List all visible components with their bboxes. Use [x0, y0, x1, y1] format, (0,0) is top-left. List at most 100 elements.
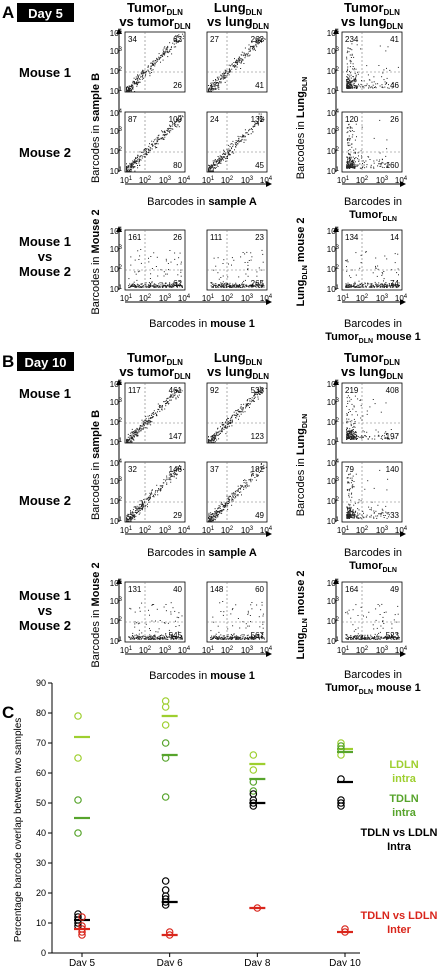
count-bottom-right: 197 — [386, 432, 400, 441]
axis-tick-label: 101 — [202, 176, 215, 185]
axis-tick-label: 103 — [241, 294, 254, 303]
axis-tick-label: 102 — [327, 67, 340, 76]
count-top-left: 92 — [210, 386, 219, 395]
axis-tick-label: 104 — [395, 294, 408, 303]
axis-tick-label: 102 — [139, 526, 152, 535]
c-y-tick-label: 10 — [36, 918, 46, 928]
panel-a-day-badge — [17, 3, 74, 22]
c-y-tick-label: 60 — [36, 768, 46, 778]
svg-text:TumorDLN: TumorDLN — [127, 350, 183, 367]
axis-tick-label: 101 — [327, 637, 340, 646]
panel-b-xlabel-tumor-line1: Barcodes in — [344, 547, 402, 559]
panel-c-chart: 0 10 20 30 40 50 60 70 80 90 Day 5 Day 6 Day 8 Day 10 — [36, 678, 361, 966]
y-axis-arrow — [116, 379, 122, 385]
scatter-plot-r1-c2: 92 538 123 — [206, 382, 268, 444]
axis-tick-label: 102 — [221, 294, 234, 303]
count-top-right: 146 — [169, 465, 183, 474]
panel-a-row-label-3: Mouse 1 vs Mouse 2 — [19, 234, 71, 279]
svg-text:Mouse 1: Mouse 1 — [19, 234, 71, 249]
panel-a-xlabel-tumor-line1: Barcodes in — [344, 196, 402, 208]
panel-b-day: Day 10 — [25, 355, 67, 370]
count-bottom-right: 80 — [173, 161, 182, 170]
axis-tick-label: 102 — [139, 646, 152, 655]
panel-a-ylabel-lung-mouse2: LungDLN mouse 2 — [295, 218, 309, 307]
count-top-right: 262 — [251, 35, 265, 44]
svg-text:vs lungDLN: vs lungDLN — [207, 14, 269, 31]
axis-tick-label: 103 — [110, 127, 123, 136]
count-top-right: 23 — [255, 233, 264, 242]
plot-frame — [124, 382, 186, 444]
count-bottom-right: 147 — [169, 432, 183, 441]
data-point — [74, 829, 82, 837]
scatter-dots — [346, 395, 399, 440]
data-point — [161, 739, 170, 747]
c-y-tick-label: 20 — [36, 888, 46, 898]
axis-tick-label: 104 — [178, 176, 191, 185]
panel-b-ylabel-lung: Barcodes in LungDLN — [295, 414, 309, 516]
c-y-tick-label: 50 — [36, 798, 46, 808]
axis-tick-label: 101 — [202, 294, 215, 303]
axis-tick-label: 103 — [110, 597, 123, 606]
axis-tick-label: 102 — [356, 526, 369, 535]
panel-a-xlabel-samples: Barcodes in sample A — [147, 196, 257, 208]
c-y-tick-label: 0 — [41, 948, 46, 958]
axis-tick-label: 103 — [327, 477, 340, 486]
count-top-left: 27 — [210, 35, 219, 44]
count-top-right: 182 — [251, 465, 265, 474]
scatter-dots — [210, 249, 265, 288]
data-point — [74, 796, 82, 804]
count-top-right: 41 — [390, 35, 399, 44]
axis-tick-label: 103 — [159, 294, 172, 303]
data-point — [249, 766, 258, 774]
count-top-left: 37 — [210, 465, 219, 474]
axis-tick-label: 101 — [120, 526, 133, 535]
data-point — [161, 793, 170, 801]
count-bottom-right: 62 — [173, 279, 182, 288]
plot-frame — [341, 31, 403, 93]
svg-text:Mouse 2: Mouse 2 — [19, 264, 71, 279]
count-top-right: 26 — [173, 233, 182, 242]
panel-a-xlabel-tumor-mouse1-line2: TumorDLN mouse 1 — [325, 331, 420, 345]
count-bottom-right: 265 — [251, 279, 265, 288]
x-axis-arrow — [266, 181, 272, 187]
axis-tick-label: 102 — [221, 176, 234, 185]
data-point — [78, 931, 86, 939]
axis-tick-label: 102 — [221, 646, 234, 655]
axis-tick-label: 104 — [178, 646, 191, 655]
axis-tick-label: 103 — [376, 294, 389, 303]
count-top-right: 131 — [251, 115, 265, 124]
plot-frame — [341, 382, 403, 444]
count-top-left: 34 — [128, 35, 137, 44]
axis-tick-label: 104 — [260, 294, 273, 303]
panel-b-xlabel-tumor-mouse1-line1: Barcodes in — [344, 669, 402, 681]
plot-frame — [124, 111, 186, 173]
count-bottom-right: 33 — [390, 511, 399, 520]
svg-text:TumorDLN: TumorDLN — [344, 350, 400, 367]
panel-a-ylabel-samples: Barcodes in sample B — [90, 73, 102, 183]
axis-tick-label: 102 — [110, 67, 123, 76]
svg-text:Mouse 2: Mouse 2 — [19, 618, 71, 633]
panel-b-ylabel-lung-mouse2: LungDLN mouse 2 — [295, 571, 309, 660]
series-tdln-vs-ldln-inter — [74, 904, 353, 939]
panel-b-xlabel-mouse1: Barcodes in mouse 1 — [149, 670, 255, 682]
plot-frame — [206, 31, 268, 93]
x-axis-arrow — [266, 531, 272, 537]
data-point — [161, 703, 170, 711]
x-axis-arrow — [400, 299, 406, 305]
count-top-left: 164 — [345, 585, 359, 594]
panel-b-col-header-2: LungDLN vs lungDLN — [207, 350, 269, 381]
count-top-right: 461 — [169, 386, 183, 395]
count-top-right: 49 — [390, 585, 399, 594]
c-y-tick-label: 40 — [36, 828, 46, 838]
count-bottom-right: 523 — [386, 631, 400, 640]
panel-a-col-header-3: TumorDLN vs lungDLN — [341, 0, 403, 31]
panel-b-col-header-3: TumorDLN vs lungDLN — [341, 350, 403, 381]
scatter-plot-r3-c1: 131 40 545 — [124, 581, 186, 643]
count-top-left: 148 — [210, 585, 224, 594]
y-axis-arrow — [333, 226, 339, 232]
series-tdln-vs-ldln-intra — [74, 775, 353, 930]
axis-tick-label: 103 — [327, 127, 340, 136]
axis-tick-label: 101 — [327, 285, 340, 294]
axis-tick-label: 103 — [327, 47, 340, 56]
axis-tick-label: 102 — [327, 147, 340, 156]
